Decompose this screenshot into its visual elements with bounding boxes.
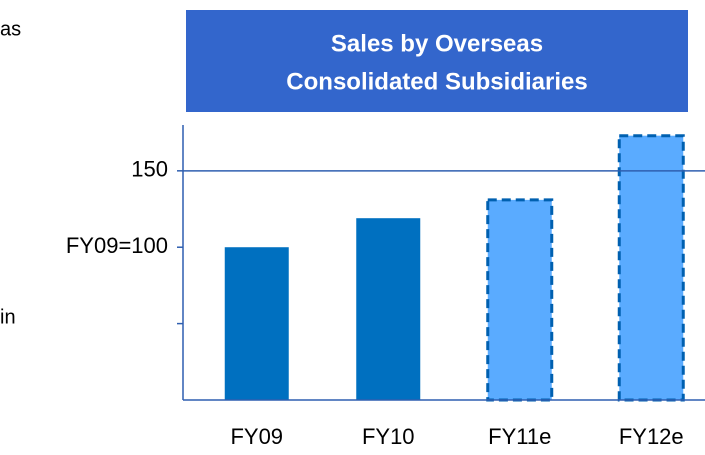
title-box bbox=[186, 10, 688, 112]
side-text: in bbox=[0, 306, 16, 328]
x-tick-label: FY10 bbox=[362, 424, 415, 449]
bar bbox=[224, 247, 289, 400]
y-tick-label: 150 bbox=[131, 157, 168, 182]
y-tick-label: FY09=100 bbox=[66, 233, 168, 258]
x-tick-label: FY09 bbox=[230, 424, 283, 449]
x-tick-label: FY12e bbox=[619, 424, 684, 449]
side-text: as bbox=[0, 18, 21, 40]
bar bbox=[617, 134, 685, 402]
bar bbox=[356, 218, 421, 400]
x-tick-label: FY11e bbox=[488, 424, 551, 449]
chart-title: Sales by Overseas bbox=[331, 30, 543, 57]
chart-title: Consolidated Subsidiaries bbox=[286, 68, 587, 95]
bar bbox=[486, 198, 554, 402]
